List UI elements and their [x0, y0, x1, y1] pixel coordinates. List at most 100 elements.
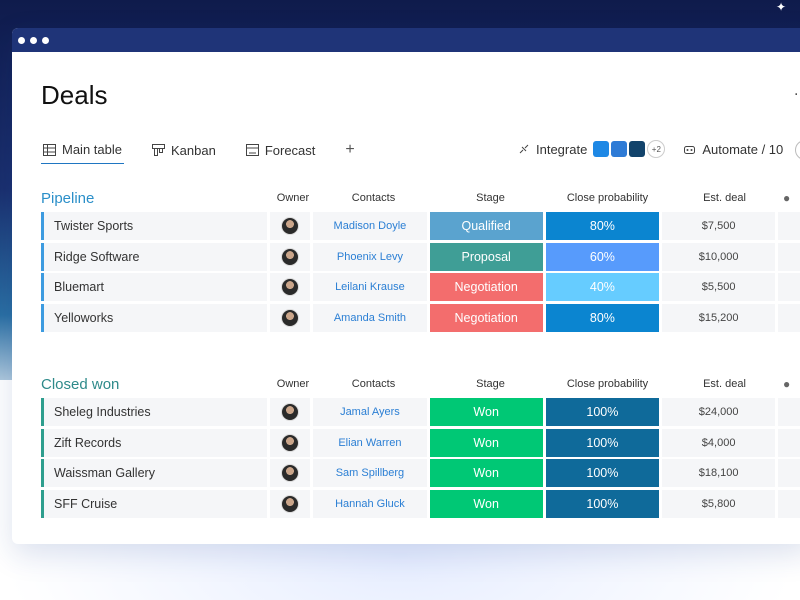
integrate-label: Integrate [536, 141, 588, 157]
owner-cell[interactable] [269, 273, 311, 302]
integration-logo-icon [593, 141, 610, 157]
contact-link[interactable]: Elian Warren [313, 428, 427, 457]
column-header-owner: Owner [276, 192, 310, 204]
closed-rows: Sheleg Industries Jamal Ayers Won 100% $… [41, 398, 800, 518]
avatar [280, 247, 299, 266]
contact-link[interactable]: Amanda Smith [313, 303, 427, 332]
stage-status[interactable]: Won [429, 398, 543, 427]
table-row[interactable]: SFF Cruise Hannah Gluck Won 100% $5,800 [41, 489, 800, 518]
integration-logo-icon [611, 141, 628, 157]
add-column-icon[interactable]: ● [783, 377, 791, 391]
close-probability[interactable]: 100% [545, 398, 660, 427]
add-view-button[interactable]: + [345, 141, 355, 158]
plug-icon [519, 144, 529, 154]
est-deal-value[interactable]: $24,000 [662, 398, 776, 427]
window-dot-icon[interactable] [18, 36, 25, 44]
contact-link[interactable]: Phoenix Levy [313, 242, 427, 271]
forecast-icon [245, 144, 259, 156]
close-probability[interactable]: 40% [545, 273, 660, 302]
deal-name[interactable]: Twister Sports [41, 212, 267, 241]
column-header-stage: Stage [476, 378, 505, 390]
window-dot-icon[interactable] [42, 36, 49, 44]
close-probability[interactable]: 80% [545, 212, 660, 241]
table-row[interactable]: Waissman Gallery Sam Spillberg Won 100% … [41, 459, 800, 488]
close-probability[interactable]: 100% [545, 489, 660, 518]
deal-name[interactable]: Waissman Gallery [41, 459, 267, 488]
column-header-owner: Owner [276, 378, 310, 390]
table-row[interactable]: Zift Records Elian Warren Won 100% $4,00… [41, 428, 800, 457]
close-probability[interactable]: 80% [545, 303, 660, 332]
automate-button[interactable]: Automate / 10 [683, 142, 783, 157]
robot-icon [684, 145, 696, 154]
integrate-button[interactable]: Integrate +2 [518, 140, 666, 158]
group-pipeline: Pipeline Owner Contacts Stage Close prob… [41, 186, 800, 332]
avatar [280, 278, 299, 297]
avatar [280, 464, 299, 483]
owner-cell[interactable] [269, 459, 311, 488]
est-deal-value[interactable]: $7,500 [662, 212, 776, 241]
table-row[interactable]: Ridge Software Phoenix Levy Proposal 60%… [41, 242, 800, 271]
deal-name[interactable]: Sheleg Industries [41, 398, 267, 427]
more-options-icon[interactable]: ⋅ [794, 86, 799, 102]
contact-link[interactable]: Hannah Gluck [313, 489, 427, 518]
contact-link[interactable]: Sam Spillberg [313, 459, 427, 488]
window-titlebar [12, 28, 800, 52]
tab-forecast[interactable]: Forecast [244, 136, 318, 164]
est-deal-value[interactable]: $5,500 [662, 273, 776, 302]
deal-name[interactable]: SFF Cruise [41, 489, 267, 518]
avatar [280, 433, 299, 452]
stage-status[interactable]: Negotiation [429, 303, 543, 332]
stage-status[interactable]: Won [429, 459, 543, 488]
contact-link[interactable]: Jamal Ayers [313, 398, 427, 427]
contact-link[interactable]: Leilani Krause [313, 273, 427, 302]
table-icon [43, 143, 56, 156]
avatar [280, 403, 299, 422]
contact-link[interactable]: Madison Doyle [313, 212, 427, 241]
avatar [280, 308, 299, 327]
table-row[interactable]: Twister Sports Madison Doyle Qualified 8… [41, 212, 800, 241]
table-row[interactable]: Yelloworks Amanda Smith Negotiation 80% … [41, 303, 800, 332]
tab-kanban[interactable]: Kanban [150, 136, 218, 164]
close-probability[interactable]: 100% [545, 459, 660, 488]
extra-cell [778, 212, 800, 241]
tab-main-table[interactable]: Main table [41, 136, 124, 164]
est-deal-value[interactable]: $10,000 [662, 242, 776, 271]
deal-name[interactable]: Yelloworks [41, 303, 267, 332]
owner-cell[interactable] [269, 212, 311, 241]
tab-label: Kanban [170, 142, 216, 158]
owner-cell[interactable] [269, 303, 311, 332]
group-title[interactable]: Pipeline [41, 189, 95, 207]
close-probability[interactable]: 100% [545, 428, 660, 457]
stage-status[interactable]: Negotiation [429, 273, 543, 302]
stage-status[interactable]: Won [429, 489, 543, 518]
add-column-icon[interactable]: ● [783, 191, 791, 205]
column-header-est-deal: Est. deal [703, 192, 746, 204]
page-title: Deals [41, 80, 108, 110]
extra-cell [778, 459, 800, 488]
integration-logos: +2 [593, 140, 666, 158]
stage-status[interactable]: Qualified [429, 212, 543, 241]
deal-name[interactable]: Ridge Software [41, 242, 267, 271]
est-deal-value[interactable]: $4,000 [662, 428, 776, 457]
table-row[interactable]: Bluemart Leilani Krause Negotiation 40% … [41, 273, 800, 302]
window-dot-icon[interactable] [30, 36, 37, 44]
extra-cell [778, 303, 800, 332]
stage-status[interactable]: Won [429, 428, 543, 457]
table-row[interactable]: Sheleg Industries Jamal Ayers Won 100% $… [41, 398, 800, 427]
owner-cell[interactable] [269, 428, 311, 457]
extra-cell [778, 242, 800, 271]
deal-name[interactable]: Bluemart [41, 273, 267, 302]
pipeline-rows: Twister Sports Madison Doyle Qualified 8… [41, 212, 800, 332]
owner-cell[interactable] [269, 398, 311, 427]
owner-cell[interactable] [269, 489, 311, 518]
owner-cell[interactable] [269, 242, 311, 271]
est-deal-value[interactable]: $18,100 [662, 459, 776, 488]
group-title[interactable]: Closed won [41, 375, 120, 393]
est-deal-value[interactable]: $15,200 [662, 303, 776, 332]
close-probability[interactable]: 60% [545, 242, 660, 271]
stage-status[interactable]: Proposal [429, 242, 543, 271]
integration-logo-icon [629, 141, 646, 157]
est-deal-value[interactable]: $5,800 [662, 489, 776, 518]
deal-name[interactable]: Zift Records [41, 428, 267, 457]
column-header-contacts: Contacts [351, 192, 396, 204]
